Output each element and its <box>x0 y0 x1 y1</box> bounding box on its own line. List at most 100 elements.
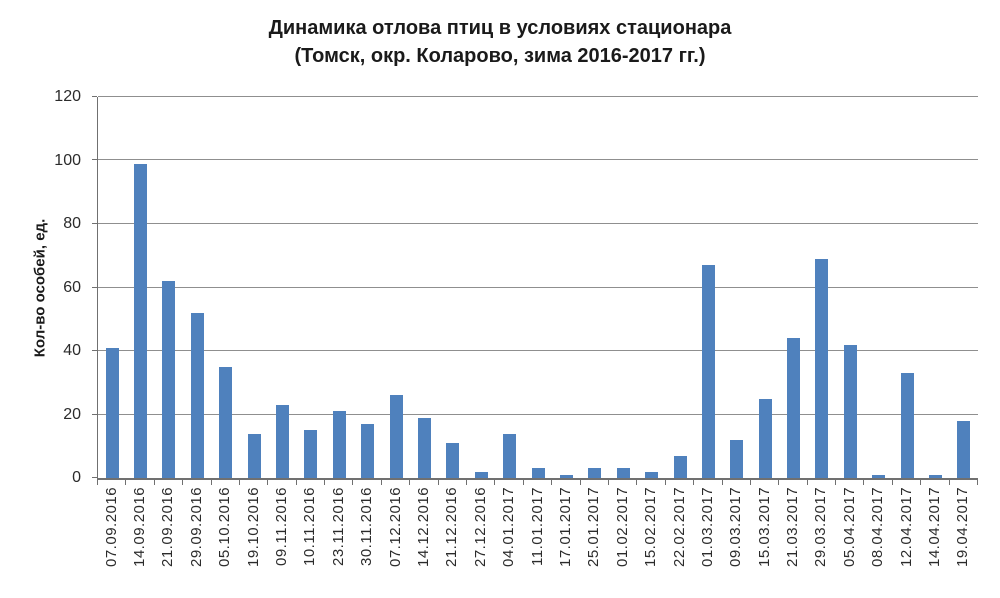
bar <box>673 455 687 478</box>
gridline <box>98 96 978 97</box>
bar <box>276 404 290 478</box>
bar-slot <box>297 97 325 478</box>
x-tick-label: 19.10.2016 <box>244 487 262 568</box>
bar-slot <box>524 97 552 478</box>
x-label-slot: 27.12.2016 <box>466 487 494 587</box>
x-tick-mark <box>693 480 695 485</box>
x-tick-label: 15.03.2017 <box>755 487 773 568</box>
bar-slot <box>609 97 637 478</box>
chart-title: Динамика отлова птиц в условиях стациона… <box>268 17 732 39</box>
bar <box>645 471 659 478</box>
bars-container <box>98 97 978 478</box>
y-tick-label: 120 <box>54 88 81 105</box>
bar <box>474 471 488 478</box>
bar-slot <box>439 97 467 478</box>
bar <box>929 474 943 478</box>
x-tick-label: 30.11.2016 <box>358 487 376 566</box>
bar <box>219 366 233 478</box>
bar <box>417 417 431 478</box>
bar-slot <box>893 97 921 478</box>
x-tick-mark <box>977 480 978 485</box>
bar-slot <box>723 97 751 478</box>
x-label-slot: 29.09.2016 <box>182 487 210 587</box>
bar <box>843 344 857 478</box>
bar <box>503 433 517 478</box>
gridline <box>98 159 978 161</box>
x-tick-mark <box>466 480 468 485</box>
x-tick-label: 08.04.2017 <box>869 487 887 568</box>
x-label-slot: 05.04.2017 <box>835 487 863 587</box>
x-label-slot: 01.03.2017 <box>693 487 721 587</box>
y-tick-label: 0 <box>72 469 81 486</box>
x-label-slot: 10.11.2016 <box>296 487 324 587</box>
bar <box>190 312 204 478</box>
x-tick-label: 09.11.2016 <box>273 487 291 566</box>
x-tick-label: 27.12.2016 <box>471 487 489 568</box>
bar <box>531 468 545 478</box>
bar <box>730 439 744 478</box>
x-tick-label: 10.11.2016 <box>301 487 319 566</box>
bar <box>105 347 119 478</box>
x-tick-mark <box>607 480 609 485</box>
bar <box>559 474 573 478</box>
bar <box>957 420 971 478</box>
gridline <box>98 222 978 224</box>
bar-slot <box>495 97 523 478</box>
x-tick-label: 05.04.2017 <box>840 487 858 568</box>
x-tick-mark <box>125 480 127 485</box>
x-tick-mark <box>749 480 751 485</box>
x-tick-mark <box>522 480 524 485</box>
bar <box>332 411 346 478</box>
y-tick-label: 80 <box>63 215 81 232</box>
bar-slot <box>779 97 807 478</box>
y-tick-label: 100 <box>54 151 81 169</box>
x-tick-mark <box>409 480 411 485</box>
x-label-slot: 19.10.2016 <box>239 487 267 587</box>
y-tick-mark <box>92 159 97 161</box>
x-tick-label: 07.09.2016 <box>102 487 120 568</box>
x-label-slot: 29.03.2017 <box>807 487 835 587</box>
bar <box>900 373 914 478</box>
bar <box>247 433 261 478</box>
x-label-slot: 09.03.2017 <box>722 487 750 587</box>
x-tick-label: 21.09.2016 <box>159 487 177 568</box>
bar-slot <box>808 97 836 478</box>
bar-slot <box>950 97 978 478</box>
gridline <box>98 413 978 415</box>
x-tick-mark <box>806 480 808 485</box>
bar-slot <box>325 97 353 478</box>
y-tick-mark <box>92 286 97 288</box>
x-label-slot: 01.02.2017 <box>608 487 636 587</box>
x-label-slot: 07.12.2016 <box>381 487 409 587</box>
x-tick-mark <box>153 480 155 485</box>
bar-slot <box>155 97 183 478</box>
bar <box>134 163 148 478</box>
x-tick-mark <box>97 480 98 485</box>
x-axis-tick-labels: 07.09.2016 14.09.2016 21.09.2016 29.09.2016… <box>97 487 977 587</box>
bar <box>361 424 375 478</box>
x-tick-mark <box>664 480 666 485</box>
x-tick-mark <box>267 480 269 485</box>
x-tick-label: 15.02.2017 <box>642 487 660 568</box>
bar <box>446 443 460 478</box>
x-tick-label: 23.11.2016 <box>329 487 347 566</box>
x-tick-label: 17.01.2017 <box>556 487 574 568</box>
y-tick-label: 40 <box>63 342 81 359</box>
bar-slot <box>183 97 211 478</box>
x-tick-mark <box>778 480 780 485</box>
bar-slot <box>126 97 154 478</box>
x-tick-mark <box>721 480 723 485</box>
y-tick-mark <box>92 96 97 97</box>
x-label-slot: 19.04.2017 <box>949 487 977 587</box>
bar <box>701 265 715 478</box>
x-tick-label: 14.04.2017 <box>926 487 944 568</box>
x-label-slot: 05.10.2016 <box>211 487 239 587</box>
x-label-slot: 25.01.2017 <box>580 487 608 587</box>
bar-slot <box>836 97 864 478</box>
y-tick-label: 20 <box>63 405 81 423</box>
bar-slot <box>467 97 495 478</box>
x-label-slot: 30.11.2016 <box>353 487 381 587</box>
x-label-slot: 14.12.2016 <box>409 487 437 587</box>
x-tick-label: 21.03.2017 <box>784 487 802 568</box>
